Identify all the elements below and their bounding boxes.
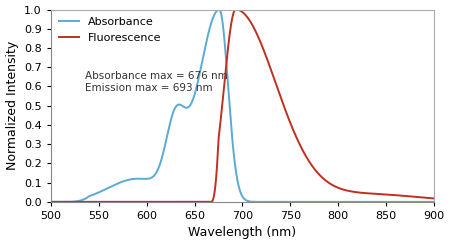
Fluorescence [233, 8, 238, 11]
Y-axis label: Normalized Intensity: Normalized Intensity [5, 41, 18, 170]
Absorbance [419, 200, 425, 203]
Absorbance [216, 8, 222, 11]
Absorbance [400, 200, 406, 203]
Legend: Absorbance, Fluorescence: Absorbance, Fluorescence [54, 13, 166, 48]
Fluorescence [209, 200, 215, 203]
Absorbance [48, 200, 54, 203]
Text: Absorbance max = 676 nm
Emission max = 693 nm: Absorbance max = 676 nm Emission max = 6… [86, 71, 228, 93]
Absorbance [230, 145, 236, 147]
Line: Absorbance: Absorbance [51, 10, 434, 202]
Fluorescence [212, 189, 217, 192]
Absorbance [327, 200, 332, 203]
Absorbance [209, 20, 215, 23]
Fluorescence [48, 200, 54, 203]
Line: Fluorescence: Fluorescence [51, 10, 434, 202]
Absorbance [431, 200, 436, 203]
Fluorescence [400, 194, 406, 197]
Fluorescence [419, 196, 425, 199]
Fluorescence [230, 14, 235, 17]
Fluorescence [431, 197, 436, 200]
Absorbance [212, 12, 217, 15]
Fluorescence [327, 182, 332, 184]
X-axis label: Wavelength (nm): Wavelength (nm) [188, 226, 297, 239]
